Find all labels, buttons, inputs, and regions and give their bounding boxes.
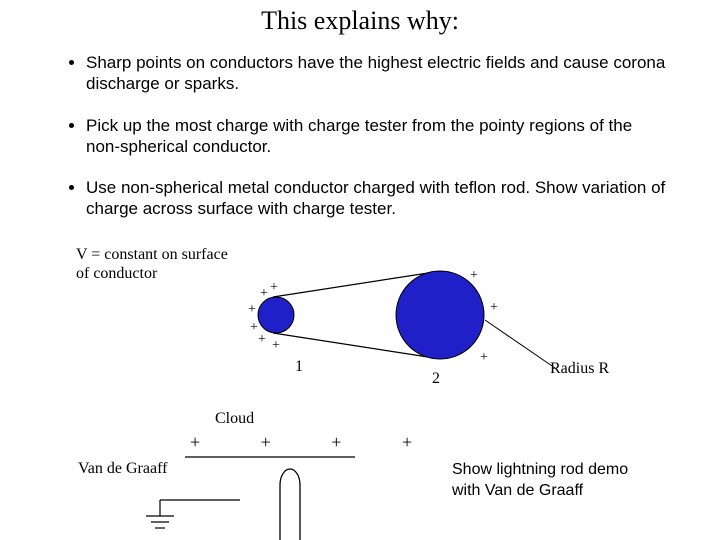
demo-line-1: Show lightning rod demo xyxy=(452,461,628,478)
demo-line-2: with Van de Graaff xyxy=(452,482,583,499)
demo-instruction: Show lightning rod demo with Van de Graa… xyxy=(452,460,702,502)
lightning-rod-diagram xyxy=(0,0,720,540)
